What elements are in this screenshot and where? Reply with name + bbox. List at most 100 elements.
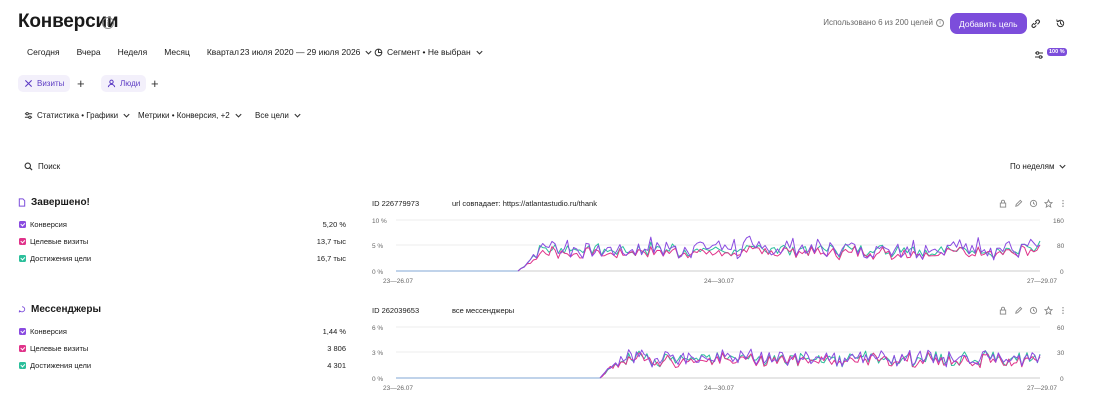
search-icon: [24, 162, 33, 171]
chevron-down-icon: [294, 113, 301, 118]
goal-title-text: Завершено!: [31, 197, 90, 208]
metric-target-visits: Целевые визиты 13,7 тыс: [19, 237, 346, 246]
x-tick: 24—30.07: [704, 278, 734, 285]
grouping-dropdown[interactable]: По неделям: [1010, 162, 1067, 171]
star-icon[interactable]: [1043, 198, 1053, 208]
metric-value: 5,20 %: [322, 220, 346, 229]
tab-visits[interactable]: Визиты: [18, 75, 71, 92]
search-input[interactable]: Поиск: [24, 162, 60, 171]
edit-icon[interactable]: [1013, 305, 1023, 315]
checkbox-icon[interactable]: [19, 362, 26, 369]
period-month[interactable]: Месяц: [164, 47, 190, 57]
date-range-label: 23 июля 2020 — 29 июля 2026: [240, 47, 361, 57]
add-tab-icon[interactable]: +: [151, 76, 159, 91]
y-tick-right: 0: [1060, 376, 1064, 383]
metric-reaches: Достижения цели 16,7 тыс: [19, 254, 346, 263]
person-icon: [107, 79, 116, 88]
period-today[interactable]: Сегодня: [27, 47, 60, 57]
metric-label: Конверсия: [30, 220, 67, 229]
period-quarter[interactable]: Квартал: [206, 47, 239, 57]
metric-value: 13,7 тыс: [316, 237, 346, 246]
search-label: Поиск: [38, 162, 61, 171]
link-icon[interactable]: [1029, 17, 1041, 29]
chart-grid: [396, 219, 1040, 272]
y-tick-right: 160: [1053, 218, 1064, 225]
tab-visits-label: Визиты: [37, 79, 65, 88]
view-dropdown-label: Статистика • Графики: [37, 111, 119, 120]
tab-people-label: Люди: [120, 79, 141, 88]
chevron-down-icon: [365, 50, 372, 55]
x-tick: 23—26.07: [383, 385, 413, 392]
metric-conversion: Конверсия 5,20 %: [19, 220, 346, 229]
metric-label: Достижения цели: [30, 361, 92, 370]
goal-condition: url совпадает: https://atlantastudio.ru/…: [452, 199, 597, 208]
metrics-dropdown[interactable]: Метрики • Конверсия, +2: [138, 111, 243, 120]
info-icon[interactable]: i: [102, 17, 114, 29]
chevron-down-icon: [476, 50, 483, 55]
info-icon[interactable]: i: [936, 18, 944, 27]
chart-series: [396, 348, 1041, 379]
tab-people[interactable]: Люди: [101, 75, 147, 92]
x-tick: 24—30.07: [704, 385, 734, 392]
y-tick-right: 0: [1060, 269, 1064, 276]
checkbox-icon[interactable]: [19, 345, 26, 352]
sample-badge: 100 %: [1047, 48, 1067, 56]
document-icon: [18, 198, 26, 207]
history-icon[interactable]: [1054, 17, 1066, 29]
date-range-picker[interactable]: 23 июля 2020 — 29 июля 2026: [240, 47, 373, 57]
metric-value: 16,7 тыс: [316, 254, 346, 263]
segment-label: Сегмент • Не выбран: [387, 47, 471, 57]
add-goal-button[interactable]: Добавить цель: [950, 13, 1027, 34]
goal-title-text: Мессенджеры: [31, 304, 101, 315]
y-tick-left: 5 %: [372, 243, 383, 250]
metric-conversion: Конверсия 1,44 %: [19, 327, 346, 336]
y-tick-left: 0 %: [372, 376, 383, 383]
y-tick-right: 60: [1057, 325, 1065, 332]
period-week[interactable]: Неделя: [117, 47, 148, 57]
lock-icon[interactable]: [998, 198, 1008, 208]
metrics-dropdown-label: Метрики • Конверсия, +2: [138, 111, 230, 120]
metric-reaches: Достижения цели 4 301: [19, 361, 346, 370]
goals-usage: Использовано 6 из 200 целей i: [823, 18, 944, 27]
x-tick: 27—29.07: [1027, 385, 1057, 392]
y-tick-left: 0 %: [372, 269, 383, 276]
copy-icon[interactable]: [1028, 198, 1038, 208]
view-dropdown[interactable]: Статистика • Графики: [24, 111, 131, 120]
y-tick-right: 30: [1057, 350, 1065, 357]
goal-chart[interactable]: 10 % 5 % 0 % 160 80 0 23—26.07 24—30.07 …: [368, 214, 1068, 286]
goal-title: Мессенджеры: [18, 304, 101, 315]
filter-icon: [24, 112, 33, 119]
goal-actions: [998, 198, 1068, 208]
checkbox-icon[interactable]: [19, 221, 26, 228]
segment-icon: [374, 48, 383, 56]
goals-dropdown[interactable]: Все цели: [255, 111, 302, 120]
metric-value: 1,44 %: [322, 327, 346, 336]
goal-id: ID 262039653: [372, 306, 420, 315]
add-tab-icon[interactable]: +: [77, 76, 85, 91]
series-line: [517, 235, 1041, 272]
series-line: [599, 348, 1041, 379]
goal-chart[interactable]: 6 % 3 % 0 % 60 30 0 23—26.07 24—30.07 27…: [368, 321, 1068, 393]
visits-icon: [24, 79, 33, 88]
metric-label: Целевые визиты: [30, 237, 89, 246]
y-tick-left: 3 %: [372, 350, 383, 357]
more-icon[interactable]: [1058, 198, 1068, 208]
chart-series: [396, 235, 1041, 272]
checkbox-icon[interactable]: [19, 328, 26, 335]
goal-condition: все мессенджеры: [452, 306, 515, 315]
y-tick-left: 10 %: [372, 218, 387, 225]
metric-label: Конверсия: [30, 327, 67, 336]
lock-icon[interactable]: [998, 305, 1008, 315]
metric-label: Целевые визиты: [30, 344, 89, 353]
edit-icon[interactable]: [1013, 198, 1023, 208]
star-icon[interactable]: [1043, 305, 1053, 315]
copy-icon[interactable]: [1028, 305, 1038, 315]
checkbox-icon[interactable]: [19, 255, 26, 262]
checkbox-icon[interactable]: [19, 238, 26, 245]
more-icon[interactable]: [1058, 305, 1068, 315]
sampling-settings-icon[interactable]: [1034, 47, 1044, 65]
metric-label: Достижения цели: [30, 254, 92, 263]
metric-value: 3 806: [327, 344, 346, 353]
period-yesterday[interactable]: Вчера: [76, 47, 101, 57]
segment-selector[interactable]: Сегмент • Не выбран: [374, 47, 484, 57]
